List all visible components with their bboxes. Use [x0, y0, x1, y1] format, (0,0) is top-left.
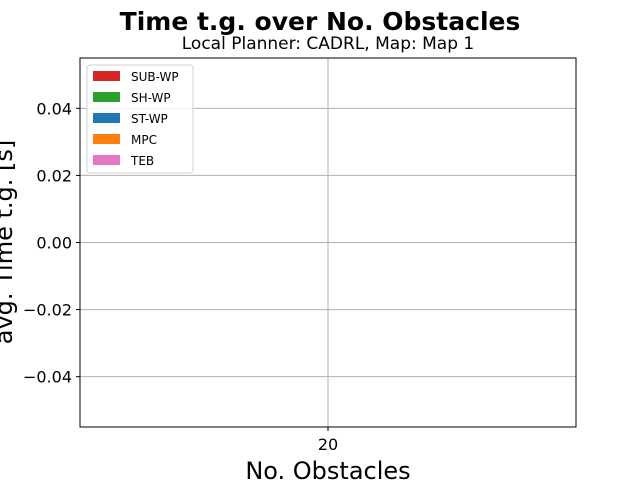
legend-swatch: [93, 92, 120, 102]
y-axis: −0.04 −0.02 0.00 0.02 0.04: [23, 99, 80, 387]
y-axis-label: avg. Time t.g. [s]: [0, 140, 18, 345]
x-axis-label: No. Obstacles: [245, 457, 410, 480]
x-tick-label: 20: [318, 435, 338, 454]
x-axis: 20: [318, 427, 338, 454]
y-tick-label: −0.02: [23, 301, 72, 320]
chart-title: Time t.g. over No. Obstacles: [120, 7, 521, 36]
y-tick-label: 0.00: [36, 234, 72, 253]
legend-label: SH-WP: [131, 91, 171, 105]
legend-label: SUB-WP: [131, 70, 179, 84]
legend-swatch: [93, 71, 120, 81]
legend-swatch: [93, 113, 120, 123]
legend-label: TEB: [130, 154, 154, 168]
y-tick-label: 0.04: [36, 99, 72, 118]
legend-label: ST-WP: [131, 112, 168, 126]
legend: SUB-WP SH-WP ST-WP MPC TEB: [86, 64, 194, 174]
legend-swatch: [93, 155, 120, 165]
y-tick-label: 0.02: [36, 166, 72, 185]
chart-subtitle: Local Planner: CADRL, Map: Map 1: [182, 34, 474, 54]
y-tick-label: −0.04: [23, 368, 72, 387]
legend-swatch: [93, 134, 120, 144]
legend-label: MPC: [131, 133, 157, 147]
